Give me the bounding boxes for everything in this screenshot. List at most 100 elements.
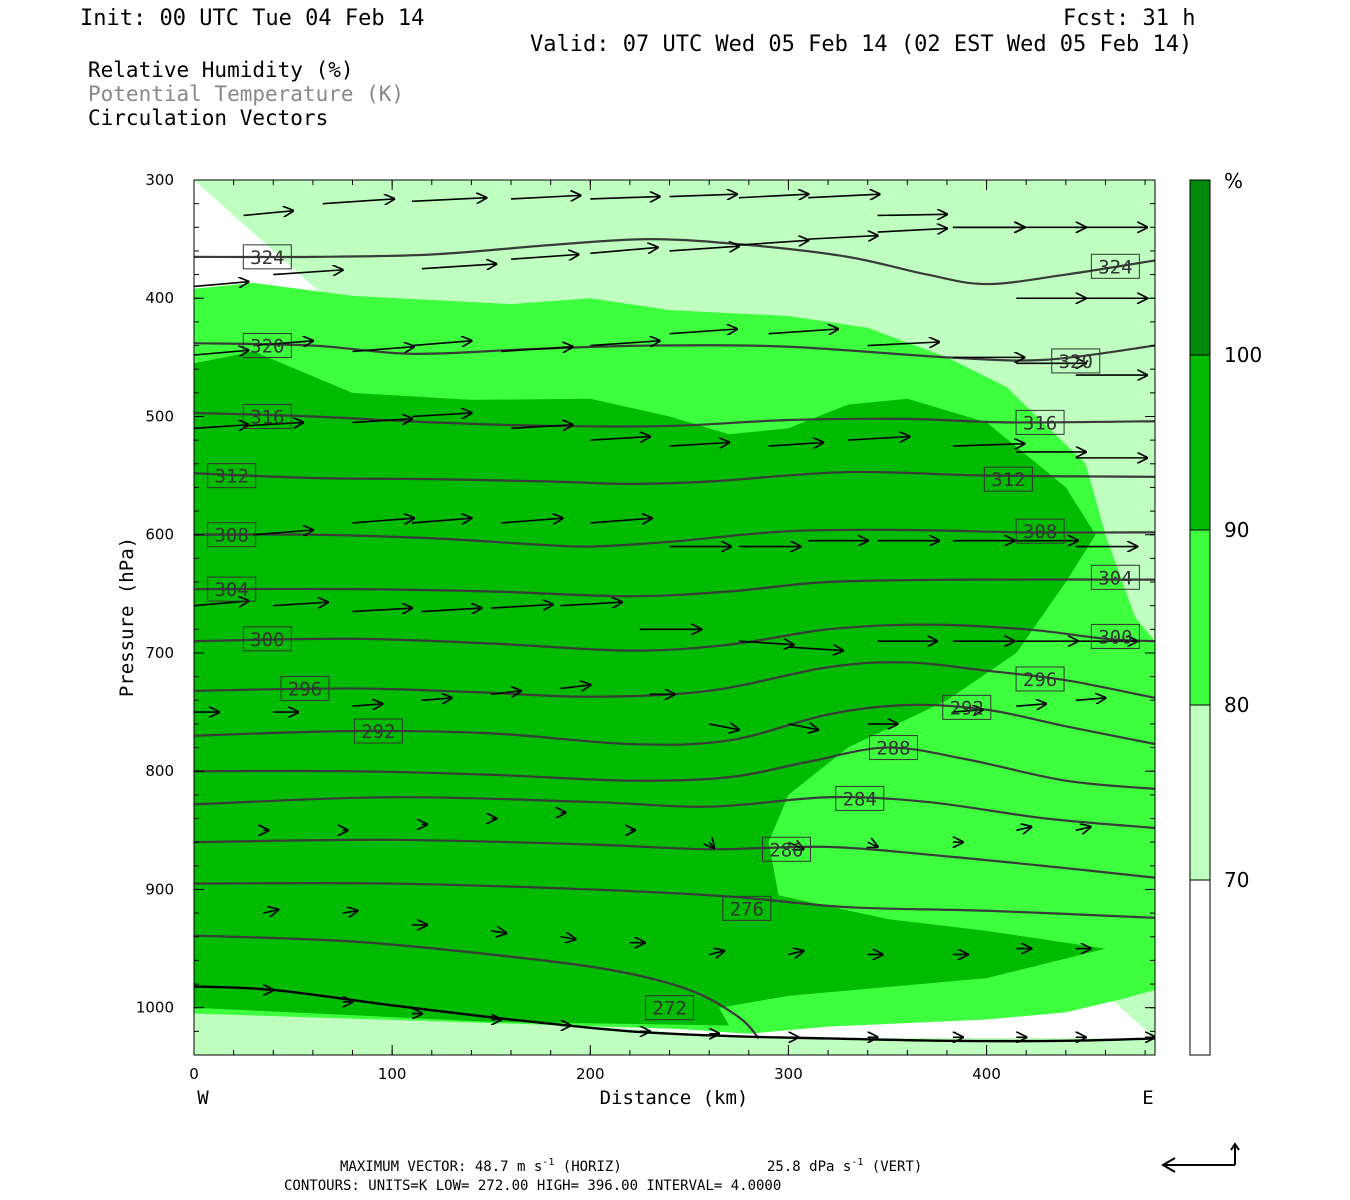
theta-label-box [1051,348,1101,374]
theta-contour-284 [194,795,1155,830]
y-tick-label: 300 [145,171,174,189]
y-tick-label: 700 [145,644,174,662]
circulation-vector [768,443,823,447]
west-label: W [197,1087,209,1109]
theta-label-box [1015,518,1065,544]
theta-label-text: 296 [1023,669,1057,691]
theta-contour-312 [194,470,1155,485]
circulation-vector [1016,704,1046,706]
theta-contour-label: 276 [722,895,772,921]
circulation-vector [590,341,659,346]
circulation-vector [808,236,877,240]
init-time-label: Init: 00 UTC Tue 04 Feb 14 [80,6,424,31]
plot-frame [193,179,1156,1056]
theta-label-text: 324 [1098,256,1132,278]
circulation-vector [709,842,714,848]
theta-label-text: 300 [250,629,284,651]
circulation-vector [669,329,737,334]
colorbar-frame [1189,179,1211,1056]
circulation-vector [322,199,394,204]
circulation-vector [788,724,818,730]
circulation-vector [510,195,580,199]
theta-contour-label: 316 [1015,409,1065,435]
theta-label-box [645,995,695,1021]
circulation-vector [421,264,496,269]
circulation-vector [411,413,471,417]
theta-contour-label: 312 [207,463,257,489]
circulation-vector [342,911,358,913]
vectors-legend-label: Circulation Vectors [88,106,328,130]
theta-label-text: 324 [250,247,284,269]
theta-contour-label: 316 [242,403,292,429]
circulation-vector [194,425,248,429]
circulation-vector [560,937,576,939]
circulation-vector [411,341,471,346]
circulation-vector [411,198,486,202]
theta-label-box [242,333,292,359]
colorbar-segment [1190,880,1210,1055]
theta-contour-label: 304 [1090,564,1140,590]
theta-label-text: 276 [730,898,764,920]
forecast-hour-label: Fcst: 31 h [1063,6,1195,31]
circulation-vector [877,228,947,232]
max-vector-label: MAXIMUM VECTOR: 48.7 m s-1 (HORIZ) 25.8 d… [340,1157,922,1175]
circulation-vector [669,194,737,196]
theta-contour-label: 300 [1090,623,1140,649]
theta-legend-label: Potential Temperature (K) [88,82,404,106]
circulation-vector [253,341,312,346]
theta-label-box [242,626,292,652]
theta-label-box [1090,564,1140,590]
circulation-vector [510,254,578,259]
theta-label-text: 316 [250,406,284,428]
x-tick-label: 100 [378,1065,407,1083]
theta-label-box [207,522,257,548]
circulation-vector [491,931,506,933]
theta-label-text: 272 [652,998,686,1020]
y-tick-label: 600 [145,526,174,544]
theta-label-text: 308 [1023,521,1057,543]
circulation-vector [788,647,842,651]
circulation-vector [738,240,808,245]
theta-label-text: 312 [991,469,1025,491]
theta-label-text: 296 [288,678,322,700]
theta-label-box [280,675,330,701]
theta-contour-label: 280 [761,836,811,862]
theta-contour-label: 308 [1015,518,1065,544]
y-tick-label: 400 [145,289,174,307]
y-tick-label: 900 [145,880,174,898]
theta-label-box [207,463,257,489]
theta-label-box [242,403,292,429]
circulation-vector [273,602,327,606]
theta-label-box [761,836,811,862]
colorbar-segment [1190,530,1210,705]
circulation-vector [421,698,452,700]
circulation-vector [738,194,808,198]
y-axis-title: Pressure (hPa) [116,537,138,697]
circulation-vector [352,704,383,706]
theta-contour-layer [194,238,1155,1040]
theta-contour-label: 324 [242,244,292,270]
theta-label-box [1090,253,1140,279]
circulation-vector [877,214,947,215]
theta-label-box [1015,409,1065,435]
circulation-vector [847,437,909,441]
theta-contour-label: 324 [1090,253,1140,279]
theta-contour-label: 292 [942,694,992,720]
theta-label-text: 320 [1059,351,1093,373]
circulation-vector [491,604,552,608]
x-tick-label: 300 [774,1065,803,1083]
colorbar-tick-label: 80 [1224,693,1249,717]
theta-label-box [207,576,257,602]
circulation-vector [352,347,414,352]
theta-contour-304 [194,578,1155,598]
theta-contour-label: 272 [645,995,695,1021]
circulation-vector [1075,698,1106,700]
theta-contour-292 [194,703,1155,746]
circulation-vector [253,530,312,535]
theta-contour-316 [194,411,1155,428]
theta-label-box [722,895,772,921]
y-tick-label: 500 [145,407,174,425]
circulation-vector [669,246,739,251]
theta-label-text: 300 [1098,626,1132,648]
